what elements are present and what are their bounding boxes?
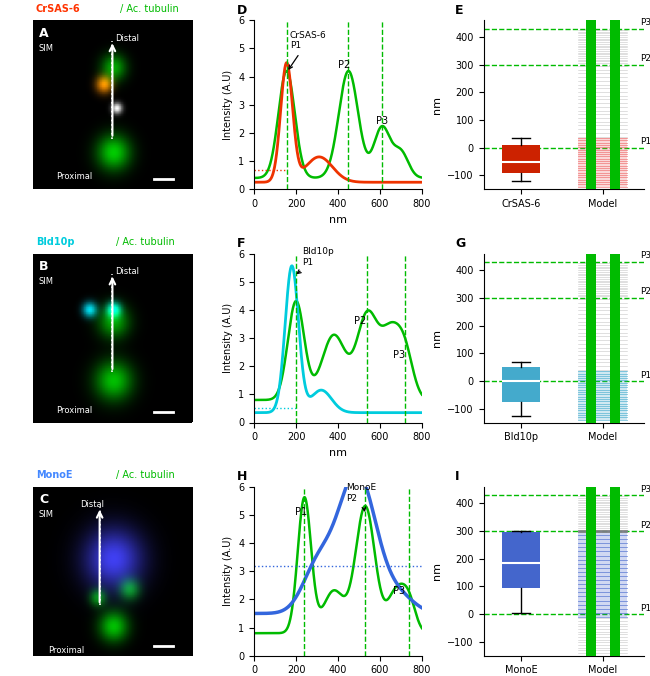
Text: / Ac. tubulin: / Ac. tubulin — [116, 237, 174, 247]
PathPatch shape — [502, 533, 540, 588]
Y-axis label: Intensity (A.U): Intensity (A.U) — [222, 70, 233, 140]
Bar — [610, 20, 619, 189]
Y-axis label: nm: nm — [432, 562, 442, 580]
PathPatch shape — [502, 367, 540, 402]
Text: P3: P3 — [393, 349, 405, 360]
Text: P1: P1 — [295, 507, 307, 517]
Text: P2: P2 — [338, 60, 350, 70]
Text: Bld10p: Bld10p — [36, 237, 74, 247]
Text: / Ac. tubulin: / Ac. tubulin — [116, 470, 174, 480]
Text: E: E — [455, 3, 463, 16]
Text: CrSAS-6: CrSAS-6 — [36, 3, 81, 14]
Text: P2: P2 — [640, 521, 650, 530]
Text: I: I — [455, 470, 460, 483]
Text: MonoE
P2: MonoE P2 — [346, 483, 376, 511]
Y-axis label: Intensity (A.U): Intensity (A.U) — [222, 536, 233, 606]
Text: MonoE: MonoE — [36, 470, 72, 480]
Text: Proximal: Proximal — [57, 406, 93, 414]
Text: D: D — [237, 3, 248, 16]
Text: A: A — [39, 27, 49, 40]
Bar — [610, 487, 619, 656]
Text: / Ac. tubulin: / Ac. tubulin — [120, 3, 179, 14]
Text: P2: P2 — [640, 54, 650, 64]
Text: SIM: SIM — [39, 277, 54, 286]
Text: P3: P3 — [640, 18, 650, 27]
Bar — [610, 254, 619, 422]
Text: P2: P2 — [354, 316, 366, 326]
Text: B: B — [39, 260, 48, 273]
Text: Distal: Distal — [116, 34, 140, 43]
Text: C: C — [39, 493, 48, 506]
X-axis label: nm: nm — [329, 214, 347, 224]
Text: P1: P1 — [640, 604, 650, 612]
Text: P2: P2 — [640, 287, 650, 297]
Bar — [578, 531, 627, 617]
Text: P3: P3 — [393, 585, 405, 596]
Bar — [586, 487, 595, 656]
Text: Distal: Distal — [116, 267, 140, 276]
PathPatch shape — [502, 145, 540, 172]
Text: CrSAS-6
P1: CrSAS-6 P1 — [289, 31, 326, 69]
X-axis label: nm: nm — [329, 448, 347, 458]
Text: F: F — [237, 237, 246, 249]
Text: P1: P1 — [640, 370, 650, 379]
Text: Proximal: Proximal — [49, 646, 84, 654]
Text: P3: P3 — [376, 116, 388, 126]
Bar — [578, 371, 627, 420]
Text: P3: P3 — [640, 485, 650, 493]
Text: H: H — [237, 470, 248, 483]
Text: SIM: SIM — [39, 44, 54, 53]
Y-axis label: nm: nm — [432, 96, 442, 114]
Y-axis label: nm: nm — [432, 329, 442, 347]
Bar — [586, 254, 595, 422]
Text: Proximal: Proximal — [57, 172, 93, 181]
Text: Bld10p
P1: Bld10p P1 — [297, 247, 334, 274]
Bar — [578, 138, 627, 187]
Text: Distal: Distal — [81, 500, 105, 509]
Bar — [586, 20, 595, 189]
Text: G: G — [455, 237, 465, 249]
Y-axis label: Intensity (A.U): Intensity (A.U) — [222, 303, 233, 373]
Text: P3: P3 — [640, 251, 650, 260]
Text: SIM: SIM — [39, 510, 54, 519]
Text: P1: P1 — [640, 137, 650, 146]
